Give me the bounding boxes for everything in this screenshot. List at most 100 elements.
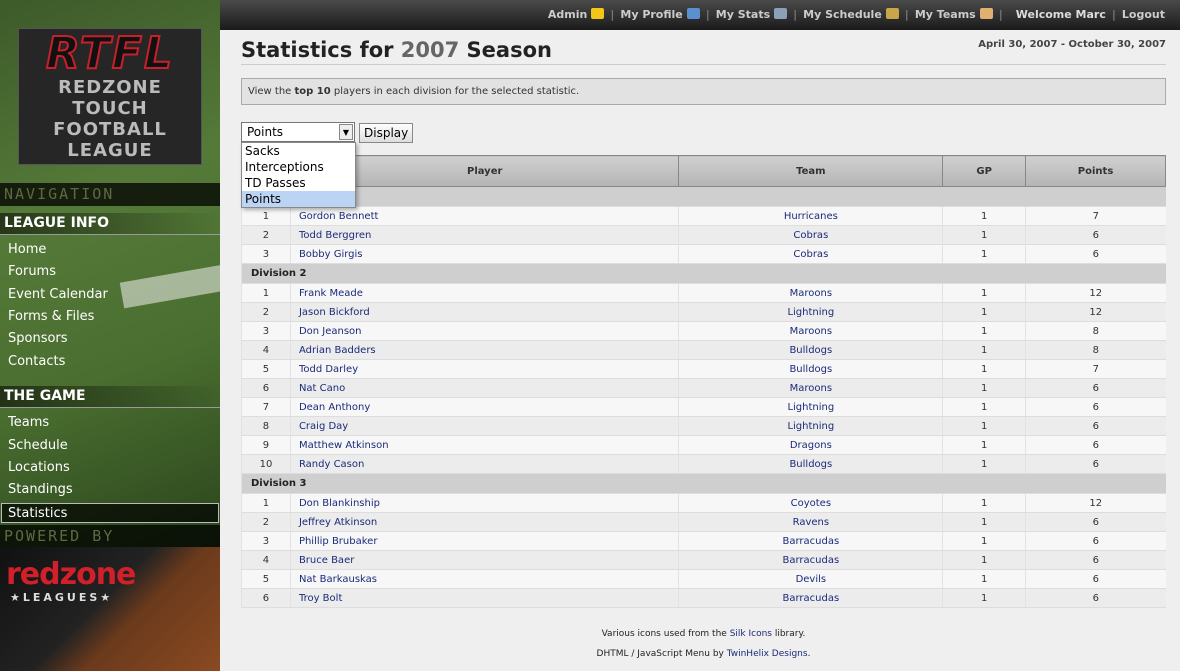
player[interactable]: Phillip Brubaker <box>289 531 679 551</box>
player[interactable]: Frank Meade <box>289 283 679 303</box>
top-link[interactable]: My Schedule <box>803 8 899 21</box>
player[interactable]: Don Jeanson <box>289 321 679 341</box>
rank: 2 <box>241 302 291 322</box>
title-year: 2007 <box>400 38 460 62</box>
brand-name: redzone <box>6 557 136 592</box>
nav-link[interactable]: Contacts <box>8 354 66 369</box>
team[interactable]: Maroons <box>678 283 943 303</box>
team[interactable]: Cobras <box>678 244 943 264</box>
games-played: 1 <box>942 454 1026 474</box>
select-option[interactable]: Interceptions <box>245 160 324 174</box>
top-link[interactable]: My Profile <box>620 8 700 21</box>
logo-line: LEAGUE <box>67 140 153 161</box>
team[interactable]: Coyotes <box>678 493 943 513</box>
player-row: 6 Nat Cano Maroons 1 6 <box>241 378 1166 398</box>
player[interactable]: Nat Barkauskas <box>289 569 679 589</box>
player[interactable]: Bobby Girgis <box>289 244 679 264</box>
display-button[interactable]: Display <box>359 123 414 143</box>
select-option[interactable]: TD Passes <box>245 176 306 190</box>
logout-link[interactable]: Logout <box>1121 8 1165 21</box>
player-row: 5 Nat Barkauskas Devils 1 6 <box>241 569 1166 589</box>
rank: 10 <box>241 454 291 474</box>
player-row: 1 Don Blankinship Coyotes 1 12 <box>241 493 1166 513</box>
team[interactable]: Devils <box>678 569 943 589</box>
info-text: players in each division for the selecte… <box>330 86 580 97</box>
player[interactable]: Troy Bolt <box>289 588 679 608</box>
points: 12 <box>1025 302 1166 322</box>
team[interactable]: Maroons <box>678 321 943 341</box>
info-bold: top 10 <box>294 86 331 97</box>
footer-link[interactable]: Silk Icons <box>729 629 772 639</box>
player[interactable]: Bruce Baer <box>289 550 679 570</box>
nav-link[interactable]: Home <box>8 242 47 257</box>
player[interactable]: Matthew Atkinson <box>289 435 679 455</box>
player-row: 8 Craig Day Lightning 1 6 <box>241 416 1166 436</box>
select-option[interactable]: Points <box>242 191 355 207</box>
player[interactable]: Jeffrey Atkinson <box>289 512 679 532</box>
player[interactable]: Dean Anthony <box>289 397 679 417</box>
nav-link[interactable]: Sponsors <box>8 331 68 346</box>
team[interactable]: Lightning <box>678 397 943 417</box>
team[interactable]: Ravens <box>678 512 943 532</box>
player[interactable]: Craig Day <box>289 416 679 436</box>
team[interactable]: Maroons <box>678 378 943 398</box>
separator: | <box>1111 8 1116 21</box>
select-option[interactable]: Sacks <box>245 144 280 158</box>
select-options: Sacks Interceptions TD Passes Points <box>241 142 356 208</box>
player[interactable]: Don Blankinship <box>289 493 679 513</box>
games-played: 1 <box>942 244 1026 264</box>
points: 6 <box>1025 512 1166 532</box>
team[interactable]: Barracudas <box>678 550 943 570</box>
player[interactable]: Gordon Bennett <box>289 206 679 226</box>
nav-link[interactable]: Event Calendar <box>8 287 108 302</box>
date-range: April 30, 2007 - October 30, 2007 <box>978 39 1166 50</box>
player-row: 5 Todd Darley Bulldogs 1 7 <box>241 359 1166 379</box>
player[interactable]: Randy Cason <box>289 454 679 474</box>
team[interactable]: Bulldogs <box>678 454 943 474</box>
nav-link[interactable]: Statistics <box>1 503 219 523</box>
team[interactable]: Lightning <box>678 416 943 436</box>
games-played: 1 <box>942 378 1026 398</box>
top-link[interactable]: Admin <box>548 8 605 21</box>
select-arrow: ▼ <box>339 124 353 140</box>
player[interactable]: Jason Bickford <box>289 302 679 322</box>
footer-link[interactable]: TwinHelix Designs <box>726 649 808 659</box>
rank: 1 <box>241 283 291 303</box>
nav-link[interactable]: Forums <box>8 264 56 279</box>
top-link[interactable]: My Teams <box>915 8 993 21</box>
top-icon <box>979 8 993 19</box>
rank: 3 <box>241 244 291 264</box>
player[interactable]: Todd Berggren <box>289 225 679 245</box>
info-box: View the top 10 players in each division… <box>241 78 1166 105</box>
games-played: 1 <box>942 321 1026 341</box>
logo[interactable]: RTFL REDZONE TOUCH FOOTBALL LEAGUE <box>18 28 202 165</box>
team[interactable]: Barracudas <box>678 531 943 551</box>
footer-line: Various icons used from the Silk Icons l… <box>241 624 1166 644</box>
player[interactable]: Adrian Badders <box>289 340 679 360</box>
stat-select[interactable]: Points ▼ <box>241 122 355 142</box>
player-row: 2 Jason Bickford Lightning 1 12 <box>241 302 1166 322</box>
nav-link[interactable]: Standings <box>8 482 73 497</box>
nav-link[interactable]: Teams <box>8 415 50 430</box>
nav-link[interactable]: Forms & Files <box>8 309 95 324</box>
team[interactable]: Dragons <box>678 435 943 455</box>
games-played: 1 <box>942 550 1026 570</box>
brand[interactable]: redzone ★LEAGUES★ <box>0 547 220 671</box>
top-icon <box>774 8 788 19</box>
team[interactable]: Bulldogs <box>678 340 943 360</box>
footer-text: DHTML / JavaScript Menu by <box>596 649 727 659</box>
player[interactable]: Nat Cano <box>289 378 679 398</box>
team[interactable]: Bulldogs <box>678 359 943 379</box>
team[interactable]: Hurricanes <box>678 206 943 226</box>
team[interactable]: Lightning <box>678 302 943 322</box>
rank: 3 <box>241 531 291 551</box>
player[interactable]: Todd Darley <box>289 359 679 379</box>
nav-link[interactable]: Locations <box>8 460 70 475</box>
points: 12 <box>1025 283 1166 303</box>
top-link[interactable]: My Stats <box>716 8 788 21</box>
player-row: 2 Jeffrey Atkinson Ravens 1 6 <box>241 512 1166 532</box>
team[interactable]: Barracudas <box>678 588 943 608</box>
nav-link[interactable]: Schedule <box>8 438 68 453</box>
team[interactable]: Cobras <box>678 225 943 245</box>
